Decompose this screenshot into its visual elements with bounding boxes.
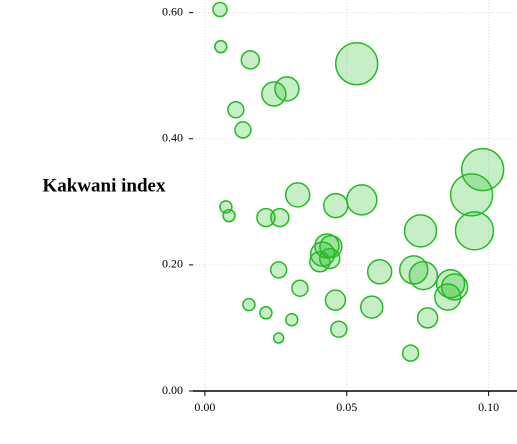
bubble bbox=[408, 260, 439, 291]
bubble bbox=[270, 207, 290, 228]
bubble bbox=[234, 121, 252, 139]
bubble bbox=[214, 39, 228, 54]
bubble bbox=[346, 184, 378, 216]
bubble bbox=[454, 211, 495, 251]
x-tick-label: 0.00 bbox=[194, 400, 215, 414]
y-tick-label: 0.00 bbox=[162, 383, 183, 397]
bubble bbox=[256, 207, 276, 228]
bubble bbox=[212, 1, 228, 18]
bubble bbox=[366, 259, 393, 285]
bubble bbox=[434, 283, 462, 311]
y-tick-label: 0.40 bbox=[162, 130, 183, 144]
bubble bbox=[322, 192, 349, 219]
bubble bbox=[440, 273, 469, 301]
bubble bbox=[240, 50, 261, 70]
bubble bbox=[227, 100, 245, 119]
x-tick-label: 0.05 bbox=[336, 400, 357, 414]
bubble bbox=[324, 289, 347, 311]
x-tick-label: 0.10 bbox=[478, 400, 499, 414]
bubble bbox=[359, 295, 384, 319]
bubble bbox=[291, 279, 309, 297]
y-axis-label: Kakwani index bbox=[42, 175, 166, 196]
bubble bbox=[416, 307, 439, 329]
bubble bbox=[401, 344, 420, 362]
bubble bbox=[261, 81, 287, 107]
y-tick-label: 0.20 bbox=[162, 257, 183, 271]
bubble bbox=[398, 255, 429, 285]
bubble bbox=[309, 250, 331, 273]
bubble bbox=[272, 332, 285, 344]
bubble bbox=[274, 76, 300, 102]
bubble bbox=[330, 320, 348, 338]
bubble bbox=[284, 182, 311, 208]
bubble bbox=[460, 147, 505, 192]
bubble bbox=[269, 261, 288, 279]
y-tick-label: 0.60 bbox=[162, 4, 183, 18]
bubble bbox=[403, 214, 438, 248]
bubble bbox=[259, 306, 273, 320]
bubble bbox=[334, 41, 379, 86]
bubble bbox=[242, 297, 256, 312]
bubble bbox=[222, 208, 236, 223]
bubble bbox=[449, 173, 494, 217]
bubble bbox=[284, 312, 299, 327]
